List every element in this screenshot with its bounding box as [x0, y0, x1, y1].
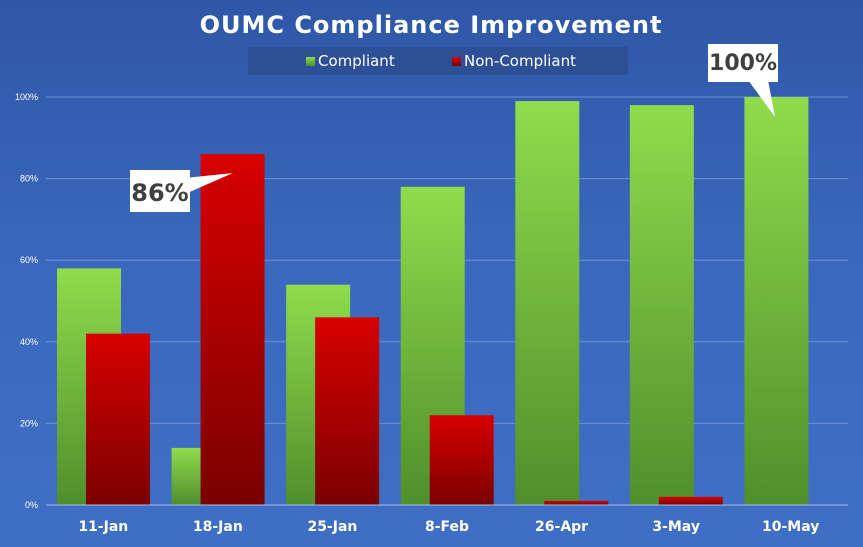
y-tick-label: 0%: [25, 500, 38, 510]
bar-non-compliant-3-may: [658, 496, 723, 505]
callout-18-jan: 86%: [130, 170, 233, 212]
bar-non-compliant-8-feb: [429, 415, 494, 505]
y-tick-label: 60%: [20, 255, 38, 265]
x-tick-label: 18-Jan: [193, 519, 243, 535]
bar-non-compliant-11-jan: [86, 333, 150, 505]
bar-non-compliant-25-jan: [315, 317, 380, 505]
callout-label: 100%: [709, 51, 777, 76]
x-tick-label: 8-Feb: [425, 519, 469, 535]
x-tick-label: 26-Apr: [535, 519, 588, 535]
bar-non-compliant-26-apr: [544, 500, 609, 505]
legend-swatch-non-compliant: [452, 57, 461, 66]
legend-swatch-compliant: [306, 57, 315, 66]
callout-box: [130, 170, 190, 212]
callout-pointer: [748, 80, 775, 117]
callout-box: [708, 44, 778, 82]
y-tick-label: 80%: [20, 174, 38, 184]
bar-compliant-26-apr: [515, 101, 580, 505]
y-tick-label: 20%: [20, 418, 38, 428]
chart-title: OUMC Compliance Improvement: [200, 11, 663, 39]
x-tick-label: 3-May: [652, 519, 700, 535]
y-tick-label: 40%: [20, 337, 38, 347]
callout-pointer: [185, 173, 233, 194]
legend-label: Compliant: [318, 52, 395, 70]
bar-compliant-10-may: [744, 97, 809, 505]
callout-10-may: 100%: [708, 44, 778, 117]
bar-compliant-3-may: [629, 105, 694, 505]
x-tick-label: 11-Jan: [78, 519, 128, 535]
x-tick-label: 10-May: [762, 519, 819, 535]
callout-label: 86%: [131, 179, 188, 207]
y-tick-label: 100%: [15, 92, 38, 102]
legend-label: Non-Compliant: [464, 52, 576, 70]
x-tick-label: 25-Jan: [307, 519, 357, 535]
bar-non-compliant-18-jan: [200, 154, 265, 505]
